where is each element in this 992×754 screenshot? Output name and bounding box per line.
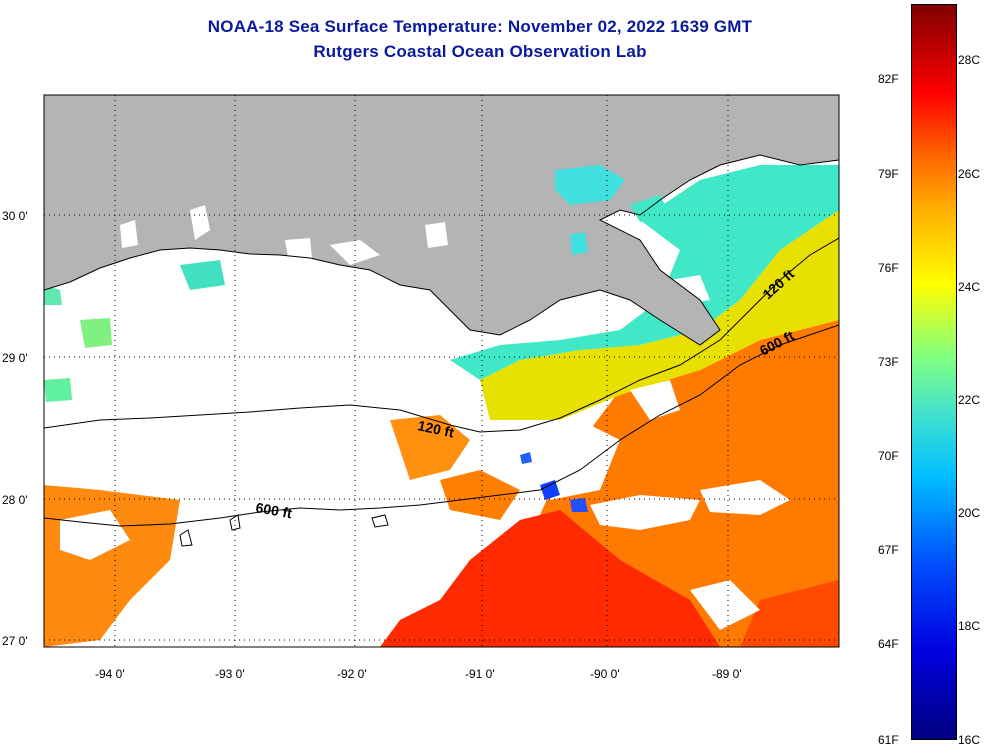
bay-white-3 (285, 238, 312, 258)
bay-white-4 (330, 240, 380, 265)
legend-c-26: 26C (958, 167, 981, 181)
cold-spot-3 (570, 498, 588, 512)
bay-cyan-1 (570, 232, 588, 255)
legend-c-28: 28C (958, 53, 981, 67)
sst-cyan-west-1 (180, 260, 225, 290)
map-area (44, 95, 839, 647)
cloud-patch-5 (60, 510, 130, 560)
legend-f-67: 67F (878, 543, 899, 557)
legend-c-16: 16C (958, 733, 981, 747)
legend-c-18: 18C (958, 619, 981, 633)
map-frame (43, 94, 840, 648)
land-mass (44, 95, 839, 345)
contour-island-1 (229, 514, 241, 531)
contour-label-120-west: 120 ft (416, 417, 455, 440)
temperature-colorbar (911, 4, 957, 740)
sst-green-west-2 (80, 318, 112, 348)
legend-f-73: 73F (878, 355, 899, 369)
legend-c-24: 24C (958, 280, 981, 294)
cloud-patch-1 (590, 495, 700, 530)
legend-f-76: 76F (878, 261, 899, 275)
lon-label-90: -90 0' (590, 667, 620, 681)
coastline (44, 154, 839, 346)
legend-c-20: 20C (958, 506, 981, 520)
bay-white-2 (120, 220, 138, 248)
graticule (44, 95, 839, 647)
cold-spot-1 (540, 480, 560, 500)
sst-cyan-region (450, 165, 839, 380)
contour-600ft (44, 324, 839, 527)
lat-label-28: 28 0' (2, 493, 28, 507)
legend-f-82: 82F (878, 72, 899, 86)
bay-white-5 (425, 222, 448, 248)
cloud-patch-3 (520, 420, 620, 500)
contour-island-2 (179, 529, 193, 547)
lon-label-91: -91 0' (465, 667, 495, 681)
sst-yellow-region (480, 210, 839, 420)
lon-label-89: -89 0' (712, 667, 742, 681)
bay-white-1 (190, 205, 210, 240)
cold-spot-2 (520, 452, 532, 464)
sst-orange-mid2 (440, 470, 520, 520)
lon-label-93: -93 0' (215, 667, 245, 681)
legend-f-70: 70F (878, 449, 899, 463)
lon-label-92: -92 0' (337, 667, 367, 681)
lat-label-29: 29 0' (2, 351, 28, 365)
legend-c-22: 22C (958, 393, 981, 407)
sst-red-region (380, 510, 720, 647)
contour-island-3 (371, 514, 389, 528)
sst-map: 120 ft 600 ft 120 ft 600 ft 30 0' 29 0' … (2, 94, 840, 681)
legend-f-61: 61F (878, 733, 899, 747)
cloud-patch-7 (690, 580, 760, 630)
map-subtitle: Rutgers Coastal Ocean Observation Lab (313, 42, 647, 61)
lat-label-30: 30 0' (2, 209, 28, 223)
lon-label-94: -94 0' (95, 667, 125, 681)
map-title: NOAA-18 Sea Surface Temperature: Novembe… (207, 17, 753, 36)
sst-green-west (44, 285, 62, 305)
sst-red-strip-east (740, 580, 839, 647)
legend-f-64: 64F (878, 637, 899, 651)
legend-f-79: 79F (878, 167, 899, 181)
sst-orange-mid (390, 415, 470, 480)
cloud-patch-2 (700, 480, 790, 515)
lat-label-27: 27 0' (2, 634, 28, 648)
cloud-patch-4 (630, 380, 680, 420)
contour-120ft (44, 237, 839, 433)
contour-label-600-west: 600 ft (254, 499, 293, 521)
sst-green-west-3 (44, 378, 72, 402)
